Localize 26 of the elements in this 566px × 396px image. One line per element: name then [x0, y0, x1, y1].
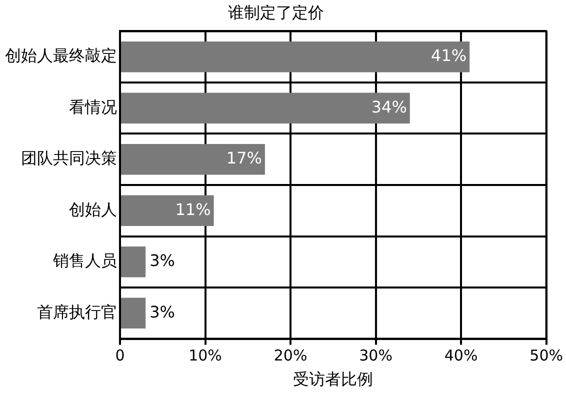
y-tick-label: 看情况	[69, 97, 117, 116]
data-label: 17%	[226, 148, 262, 168]
x-tick-label: 10%	[188, 346, 222, 365]
bar	[121, 298, 146, 329]
y-tick-label: 首席执行官	[37, 302, 117, 322]
x-tick-label: 20%	[274, 346, 308, 365]
data-label: 11%	[175, 200, 211, 219]
x-tick-label: 50%	[530, 346, 563, 365]
x-tick-label: 0	[115, 346, 125, 365]
x-axis-title: 受访者比例	[293, 370, 374, 389]
bar	[121, 195, 214, 226]
y-tick-label: 销售人员	[52, 251, 117, 270]
data-label: 41%	[431, 46, 467, 65]
data-label: 34%	[371, 97, 407, 116]
bar	[121, 41, 470, 72]
y-tick-label: 创始人最终敲定	[5, 46, 117, 65]
x-tick-label: 40%	[444, 346, 478, 365]
chart-title: 谁制定了定价	[228, 2, 324, 22]
bar	[121, 144, 265, 175]
data-label: 3%	[150, 251, 175, 270]
data-label: 3%	[150, 302, 175, 322]
y-tick-label: 创始人	[69, 200, 117, 219]
y-tick-label: 团队共同决策	[21, 148, 117, 168]
x-tick-label: 30%	[359, 346, 392, 365]
bar	[121, 246, 146, 278]
bar	[121, 92, 410, 124]
